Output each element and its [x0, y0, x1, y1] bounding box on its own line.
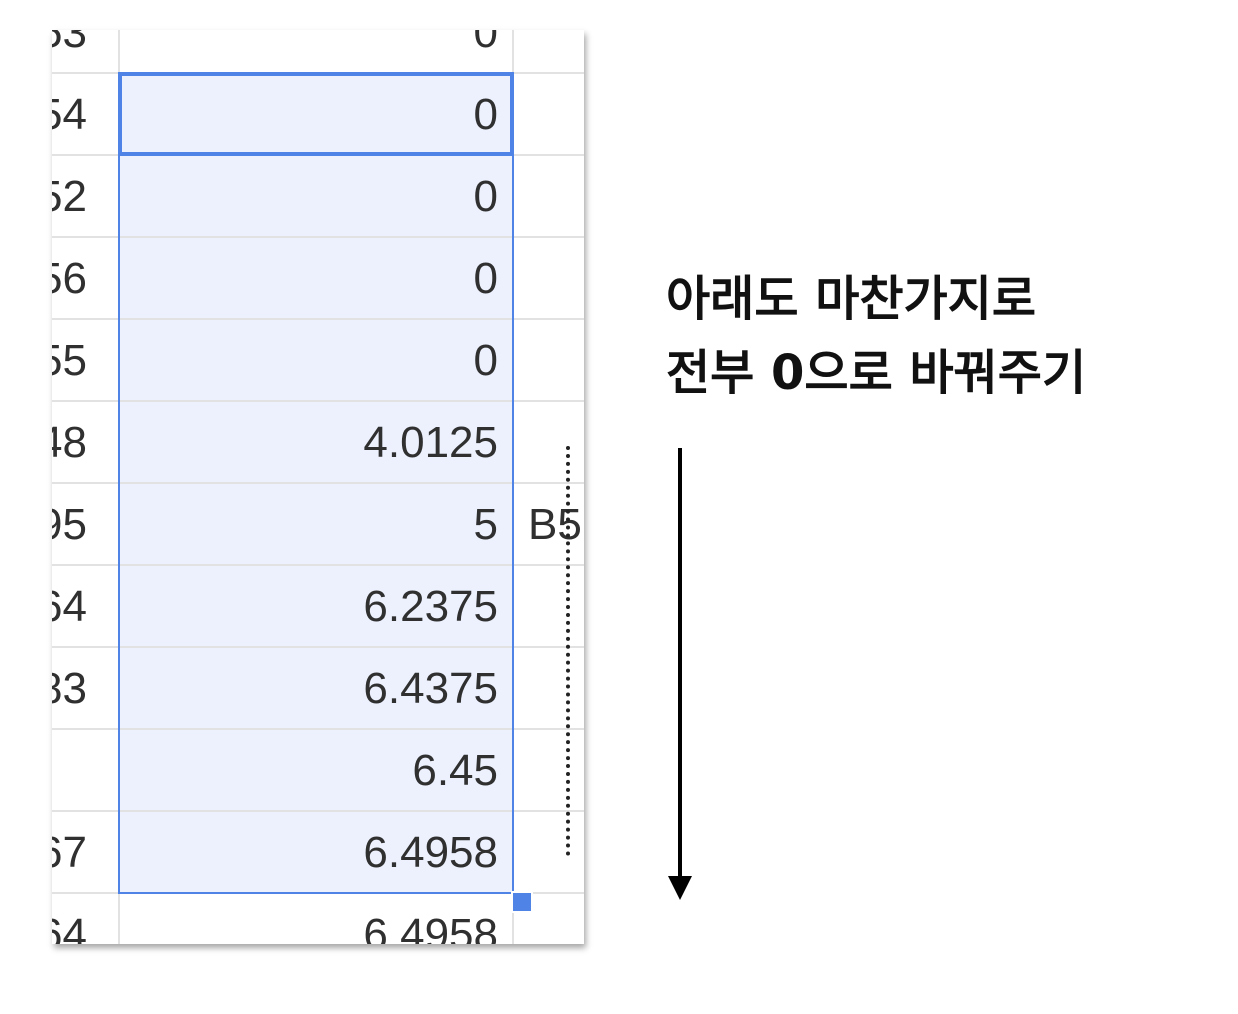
table-row: 53 0: [52, 30, 584, 74]
right-column-cell[interactable]: [522, 320, 584, 400]
selected-column-cell[interactable]: 0: [119, 74, 512, 154]
left-column-cell[interactable]: 53: [52, 30, 87, 57]
selected-column-cell[interactable]: 5: [119, 484, 512, 564]
instruction-caption: 아래도 마찬가지로 전부 0으로 바꿔주기: [666, 262, 1226, 410]
table-row: 56 0: [52, 238, 584, 320]
table-row: 67 6.4958: [52, 812, 584, 894]
down-arrow-icon: [668, 876, 692, 900]
selected-column-cell[interactable]: 6.2375: [119, 566, 512, 646]
active-cell[interactable]: [118, 72, 514, 156]
caption-line-1: 아래도 마찬가지로: [666, 271, 1036, 327]
column-divider: [118, 30, 120, 944]
table-row: 52 0: [52, 156, 584, 238]
left-column-cell[interactable]: 64: [52, 582, 87, 631]
spreadsheet-crop: 53 0 54 0 52 0 56 0 55 0 48 4.0125 95 5 B5 64 6.2375 83 6.…: [52, 30, 584, 944]
selected-column-cell[interactable]: 6.4958: [119, 894, 512, 944]
right-column-cell[interactable]: [522, 648, 584, 728]
left-column-cell[interactable]: 54: [52, 90, 87, 139]
right-column-cell[interactable]: [522, 402, 584, 482]
table-row: 54 0: [52, 74, 584, 156]
down-arrow-shaft: [678, 448, 682, 880]
table-row: 6.45: [52, 730, 584, 812]
selected-column-cell[interactable]: 6.4375: [119, 648, 512, 728]
selected-column-cell[interactable]: 6.4958: [119, 812, 512, 892]
selected-column-cell[interactable]: 0: [119, 320, 512, 400]
table-row: 95 5 B5: [52, 484, 584, 566]
right-column-cell[interactable]: [522, 566, 584, 646]
selected-column-cell[interactable]: 0: [119, 30, 512, 72]
table-row: 64 6.2375: [52, 566, 584, 648]
selected-column-cell[interactable]: 0: [119, 156, 512, 236]
right-column-cell[interactable]: [522, 156, 584, 236]
selected-column-cell[interactable]: 6.45: [119, 730, 512, 810]
left-column-cell[interactable]: 52: [52, 172, 87, 221]
table-row: 48 4.0125: [52, 402, 584, 484]
table-row: 55 0: [52, 320, 584, 402]
caption-line-2: 전부 0으로 바꿔주기: [666, 345, 1087, 401]
left-column-cell[interactable]: 48: [52, 418, 87, 467]
fill-handle[interactable]: [511, 891, 533, 913]
column-divider: [512, 30, 514, 944]
right-column-cell[interactable]: [522, 238, 584, 318]
left-column-cell[interactable]: 83: [52, 664, 87, 713]
selected-column-cell[interactable]: 0: [119, 238, 512, 318]
right-column-cell[interactable]: B5: [528, 500, 582, 549]
left-column-cell[interactable]: 55: [52, 336, 87, 385]
left-column-cell[interactable]: 95: [52, 500, 87, 549]
selected-column-cell[interactable]: 4.0125: [119, 402, 512, 482]
left-column-cell[interactable]: 67: [52, 828, 87, 877]
right-column-cell[interactable]: [522, 30, 584, 72]
table-row: 64 6.4958: [52, 894, 584, 944]
cell-grid: 53 0 54 0 52 0 56 0 55 0 48 4.0125 95 5 B5 64 6.2375 83 6.…: [52, 30, 584, 944]
table-row: 83 6.4375: [52, 648, 584, 730]
right-column-cell[interactable]: [522, 812, 584, 892]
left-column-cell[interactable]: 56: [52, 254, 87, 303]
copy-marquee-border: [566, 446, 570, 856]
right-column-cell[interactable]: [522, 74, 584, 154]
right-column-cell[interactable]: [522, 730, 584, 810]
left-column-cell[interactable]: [52, 730, 119, 810]
left-column-cell[interactable]: 64: [52, 910, 87, 944]
